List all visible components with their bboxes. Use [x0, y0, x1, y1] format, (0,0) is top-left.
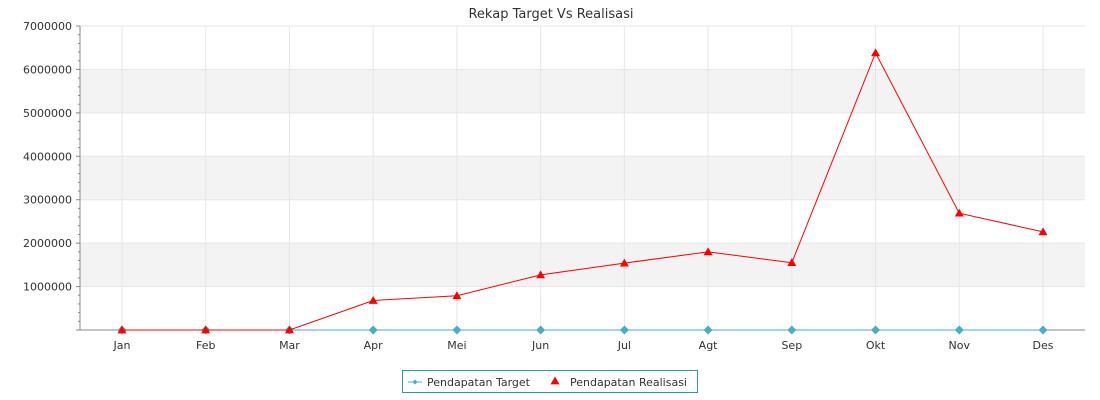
x-tick-label: Feb: [196, 339, 215, 352]
data-point: [787, 325, 797, 335]
data-point: [284, 325, 294, 334]
y-tick-label: 3000000: [23, 194, 72, 207]
x-tick-label: Nov: [949, 339, 971, 352]
x-tick-label: Mar: [279, 339, 300, 352]
data-point: [703, 247, 713, 256]
data-point: [954, 325, 964, 335]
plot-band: [80, 286, 1085, 330]
data-point: [201, 325, 211, 334]
x-tick-labels: Jan Feb Mar Apr Mei Jun Jul Agt Sep Okt Nov Des: [113, 339, 1054, 352]
y-tick-label: 2000000: [23, 237, 72, 250]
y-tick-label: 5000000: [23, 107, 72, 120]
y-tick-labels: 1000000 2000000 3000000 4000000 5000000 60000…: [23, 20, 72, 294]
plot-band: [80, 243, 1085, 287]
plot-band: [80, 156, 1085, 200]
x-tick-label: Jan: [113, 339, 131, 352]
legend-label: Pendapatan Realisasi: [570, 376, 687, 389]
y-tick-label: 4000000: [23, 150, 72, 163]
x-tick-label: Okt: [866, 339, 886, 352]
plot-band: [80, 26, 1085, 70]
grid-lines: [80, 25, 1085, 330]
data-point: [787, 258, 797, 267]
data-point: [117, 325, 127, 334]
data-point: [452, 325, 462, 335]
data-point: [536, 325, 546, 335]
data-point: [703, 325, 713, 335]
data-point: [536, 270, 546, 279]
series-line: [122, 51, 1044, 331]
data-point: [871, 325, 881, 335]
y-tick-label: 1000000: [23, 281, 72, 294]
legend-label: Pendapatan Target: [427, 376, 531, 389]
data-point: [452, 291, 462, 300]
x-tick-label: Des: [1033, 339, 1054, 352]
plot-band: [80, 199, 1085, 244]
data-point: [1038, 325, 1048, 335]
x-tick-label: Agt: [699, 339, 719, 352]
data-point: [619, 325, 629, 335]
series-layer: [117, 48, 1048, 335]
legend-box: [402, 370, 698, 393]
data-point: [871, 48, 881, 57]
data-point: [1038, 227, 1048, 236]
data-point: [954, 208, 964, 217]
x-tick-label: Sep: [781, 339, 802, 352]
legend: Pendapatan Target Pendapatan Realisasi: [402, 370, 698, 393]
data-point: [368, 295, 378, 304]
x-tick-label: Mei: [447, 339, 466, 352]
x-tick-label: Jun: [531, 339, 549, 352]
data-point: [619, 258, 629, 267]
y-tick-label: 7000000: [23, 20, 72, 33]
plot-band: [80, 112, 1085, 157]
x-tick-label: Jul: [617, 339, 631, 352]
data-point: [368, 325, 378, 335]
legend-marker-triangle: [550, 376, 560, 385]
plot-bands: [80, 26, 1085, 330]
y-tick-label: 6000000: [23, 63, 72, 76]
series-realisasi: [117, 48, 1048, 334]
chart-title: Rekap Target Vs Realisasi: [468, 7, 633, 22]
legend-marker-diamond: [412, 379, 418, 385]
plot-band: [80, 69, 1085, 113]
x-tick-label: Apr: [364, 339, 384, 352]
